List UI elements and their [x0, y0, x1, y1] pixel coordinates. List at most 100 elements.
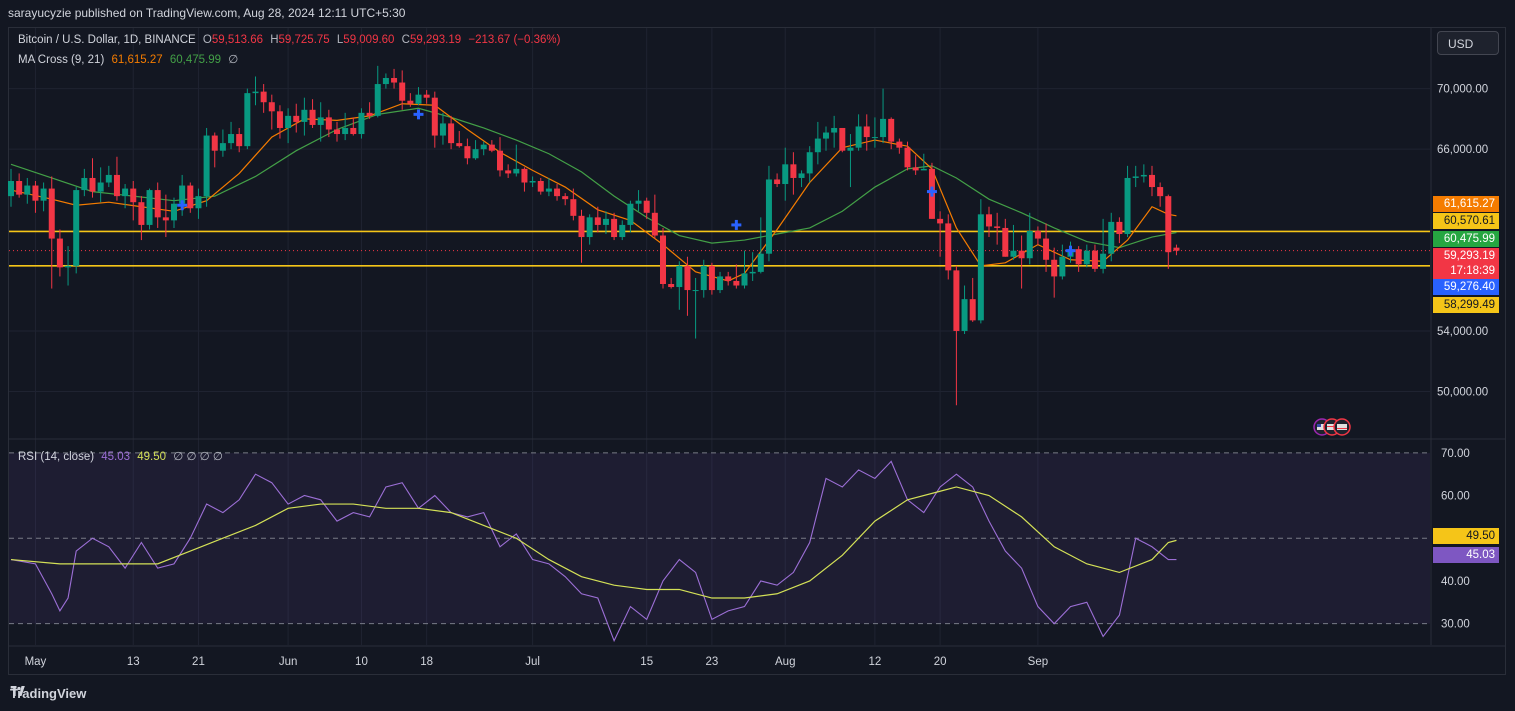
- candle: [912, 155, 919, 175]
- candle-body: [513, 168, 520, 174]
- candle: [260, 84, 267, 113]
- candle: [871, 117, 878, 148]
- candle: [961, 285, 968, 334]
- candle-body: [643, 200, 650, 213]
- candle: [464, 138, 471, 165]
- candle: [497, 137, 503, 177]
- candle: [1165, 194, 1172, 269]
- low-label: L: [336, 34, 344, 46]
- candle: [611, 212, 618, 241]
- candle-body: [179, 185, 186, 204]
- time-axis-label: 18: [420, 656, 433, 668]
- candle-body: [1149, 174, 1155, 188]
- candle-body: [358, 112, 365, 135]
- candle: [252, 76, 259, 106]
- candle-body: [627, 203, 634, 225]
- candle-body: [790, 164, 797, 178]
- economic-events[interactable]: [1312, 417, 1356, 437]
- candle: [505, 164, 512, 178]
- candle: [382, 73, 389, 89]
- candle: [1010, 224, 1017, 260]
- candle: [399, 70, 406, 110]
- time-axis-label: 23: [706, 656, 719, 668]
- brand-text: TradingView: [10, 686, 87, 701]
- tradingview-brand[interactable]: TradingView: [10, 686, 86, 701]
- candle-body: [293, 115, 300, 122]
- candle: [325, 109, 332, 138]
- price-tag-last-price: 59,293.19: [1433, 248, 1499, 264]
- candle-body: [611, 218, 618, 238]
- candle: [782, 147, 789, 201]
- open-value: 59,513.66: [211, 34, 263, 46]
- rsi-label[interactable]: RSI (14, close): [18, 451, 95, 463]
- candle-body: [407, 100, 414, 104]
- price-axis-label: 66,000.00: [1437, 144, 1488, 156]
- candle: [366, 102, 373, 119]
- candle: [635, 190, 642, 212]
- candle: [171, 197, 177, 228]
- candle-body: [122, 188, 129, 197]
- candle-body: [244, 93, 251, 147]
- candle: [969, 277, 976, 322]
- high-label: H: [270, 34, 279, 46]
- candle-body: [138, 202, 145, 225]
- candle-body: [839, 127, 846, 151]
- candle: [977, 199, 984, 324]
- candle-body: [48, 188, 55, 239]
- candle-body: [904, 147, 911, 168]
- change-value: −213.67 (−0.36%): [468, 34, 561, 46]
- candle: [1083, 244, 1090, 268]
- candle-body: [113, 174, 120, 197]
- candle: [456, 131, 463, 148]
- candle: [48, 176, 55, 289]
- ma-label[interactable]: MA Cross (9, 21): [18, 54, 105, 66]
- event-flag-icon[interactable]: [1333, 418, 1351, 436]
- candle: [276, 105, 283, 139]
- candle-body: [162, 217, 169, 221]
- candle-body: [578, 215, 585, 238]
- candle: [1059, 244, 1066, 280]
- candle-body: [814, 138, 821, 153]
- candle: [16, 173, 23, 198]
- candle-body: [24, 185, 31, 195]
- close-label: C: [401, 34, 410, 46]
- candle: [1091, 244, 1098, 272]
- time-axis-label: 15: [640, 656, 653, 668]
- candle-body: [994, 226, 1001, 228]
- candle: [358, 108, 365, 139]
- candle-body: [945, 223, 952, 271]
- rsi-ma-value: 49.50: [137, 451, 167, 463]
- candle-body: [692, 290, 699, 292]
- currency-button[interactable]: USD: [1437, 31, 1499, 55]
- candle: [293, 103, 300, 133]
- candle-body: [480, 144, 487, 150]
- rsi-axis-label: 30.00: [1441, 619, 1470, 631]
- rsi-line: [10, 460, 1177, 643]
- candle-body: [32, 185, 39, 201]
- candle: [537, 177, 544, 195]
- candle-body: [350, 127, 357, 135]
- candle-body: [211, 135, 218, 151]
- candle: [187, 182, 194, 213]
- candle: [741, 250, 748, 289]
- rsi-legend: RSI (14, close) 45.03 49.50 ∅ ∅ ∅ ∅: [18, 449, 227, 463]
- ma-extra: ∅: [228, 54, 239, 66]
- time-axis-label: Jun: [279, 656, 298, 668]
- candle: [684, 256, 691, 316]
- candle: [863, 114, 870, 151]
- candle-body: [651, 212, 658, 236]
- candle: [880, 88, 887, 144]
- candle: [1140, 164, 1147, 183]
- candle: [211, 132, 218, 168]
- candle: [1075, 246, 1082, 272]
- candle: [643, 197, 650, 219]
- candle-body: [505, 170, 512, 174]
- symbol-name[interactable]: Bitcoin / U.S. Dollar, 1D, BINANCE: [18, 34, 196, 46]
- time-axis-label: 21: [192, 656, 205, 668]
- candle: [162, 194, 169, 238]
- candle: [1116, 217, 1123, 244]
- price-tag-level-lower: 58,299.49: [1433, 297, 1499, 313]
- time-axis-label: 12: [869, 656, 882, 668]
- candle-body: [382, 77, 389, 85]
